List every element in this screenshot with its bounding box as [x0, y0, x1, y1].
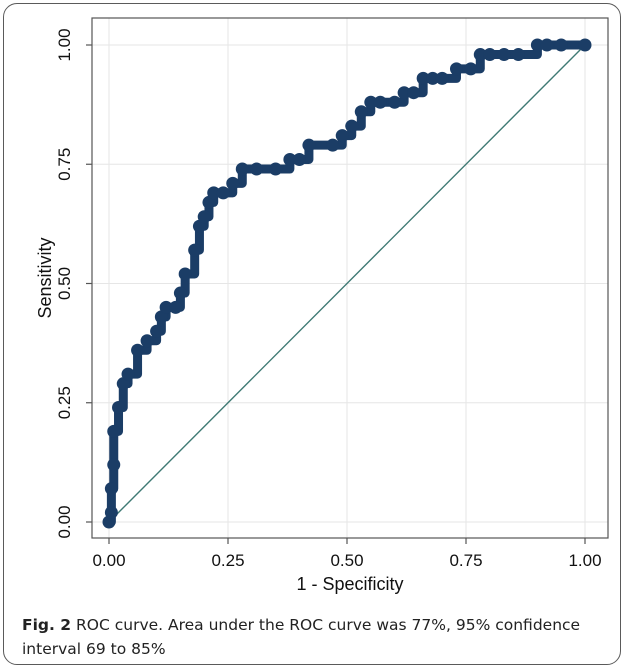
roc-point — [335, 129, 349, 143]
roc-point — [112, 401, 126, 415]
roc-point — [178, 267, 192, 281]
roc-point — [578, 38, 592, 52]
roc-point — [326, 138, 340, 152]
roc-point — [407, 86, 421, 100]
roc-point — [373, 95, 387, 109]
roc-point — [497, 48, 511, 62]
roc-point — [107, 424, 121, 438]
x-tick-label: 0.25 — [211, 551, 244, 570]
x-tick-label: 0.00 — [92, 551, 125, 570]
roc-point — [250, 162, 264, 176]
roc-point — [435, 71, 449, 85]
y-tick-label: 0.25 — [55, 386, 74, 419]
reference-line — [108, 44, 586, 523]
roc-point — [473, 48, 487, 62]
roc-point — [426, 71, 440, 85]
roc-point — [283, 152, 297, 166]
roc-point — [104, 505, 118, 519]
roc-point — [416, 71, 430, 85]
x-tick-label: 0.75 — [449, 551, 482, 570]
roc-point — [107, 458, 121, 472]
roc-point — [169, 300, 183, 314]
roc-point — [216, 186, 230, 200]
caption-label: Fig. 2 — [22, 616, 72, 634]
roc-point — [188, 243, 202, 257]
x-tick-label: 0.50 — [330, 551, 363, 570]
figure-frame: Fig. 2 ROC curve. Area under the ROC cur… — [3, 3, 621, 665]
roc-point — [483, 48, 497, 62]
roc-point — [226, 176, 240, 190]
x-axis-title: 1 - Specificity — [296, 574, 403, 594]
roc-point — [364, 95, 378, 109]
roc-point — [131, 343, 145, 357]
roc-point — [388, 95, 402, 109]
roc-point — [269, 162, 283, 176]
roc-point — [173, 286, 187, 300]
y-tick-label: 0.00 — [55, 505, 74, 538]
roc-point — [554, 38, 568, 52]
roc-point — [302, 138, 316, 152]
x-tick-label: 1.00 — [568, 551, 601, 570]
plot-area — [91, 17, 609, 539]
roc-point — [197, 210, 211, 224]
figure-caption: Fig. 2 ROC curve. Area under the ROC cur… — [22, 613, 612, 661]
y-tick-label: 1.00 — [55, 28, 74, 61]
roc-curve — [102, 38, 592, 529]
axes — [86, 17, 609, 544]
roc-chart: 0.00 0.00 0.25 0.25 0.50 0.50 0.75 0.75 1.00 1.00… — [35, 17, 609, 594]
roc-point — [540, 38, 554, 52]
grid-lines — [92, 18, 608, 538]
tick-labels: 0.00 0.00 0.25 0.25 0.50 0.50 0.75 0.75 1.00 1.00 — [55, 28, 602, 570]
roc-point — [292, 152, 306, 166]
roc-point — [104, 482, 118, 496]
caption-text: ROC curve. Area under the ROC curve was … — [22, 616, 581, 658]
roc-point — [121, 367, 135, 381]
roc-point — [207, 186, 221, 200]
roc-point — [530, 38, 544, 52]
roc-point — [235, 162, 249, 176]
roc-point — [345, 119, 359, 133]
roc-point — [397, 86, 411, 100]
y-tick-label: 0.75 — [55, 148, 74, 181]
roc-point — [150, 324, 164, 338]
roc-point — [511, 48, 525, 62]
y-tick-label: 0.50 — [55, 267, 74, 300]
roc-point — [354, 105, 368, 119]
y-axis-title: Sensitivity — [35, 237, 55, 318]
roc-point — [464, 62, 478, 76]
roc-point — [159, 300, 173, 314]
roc-point — [140, 334, 154, 348]
roc-point — [449, 62, 463, 76]
